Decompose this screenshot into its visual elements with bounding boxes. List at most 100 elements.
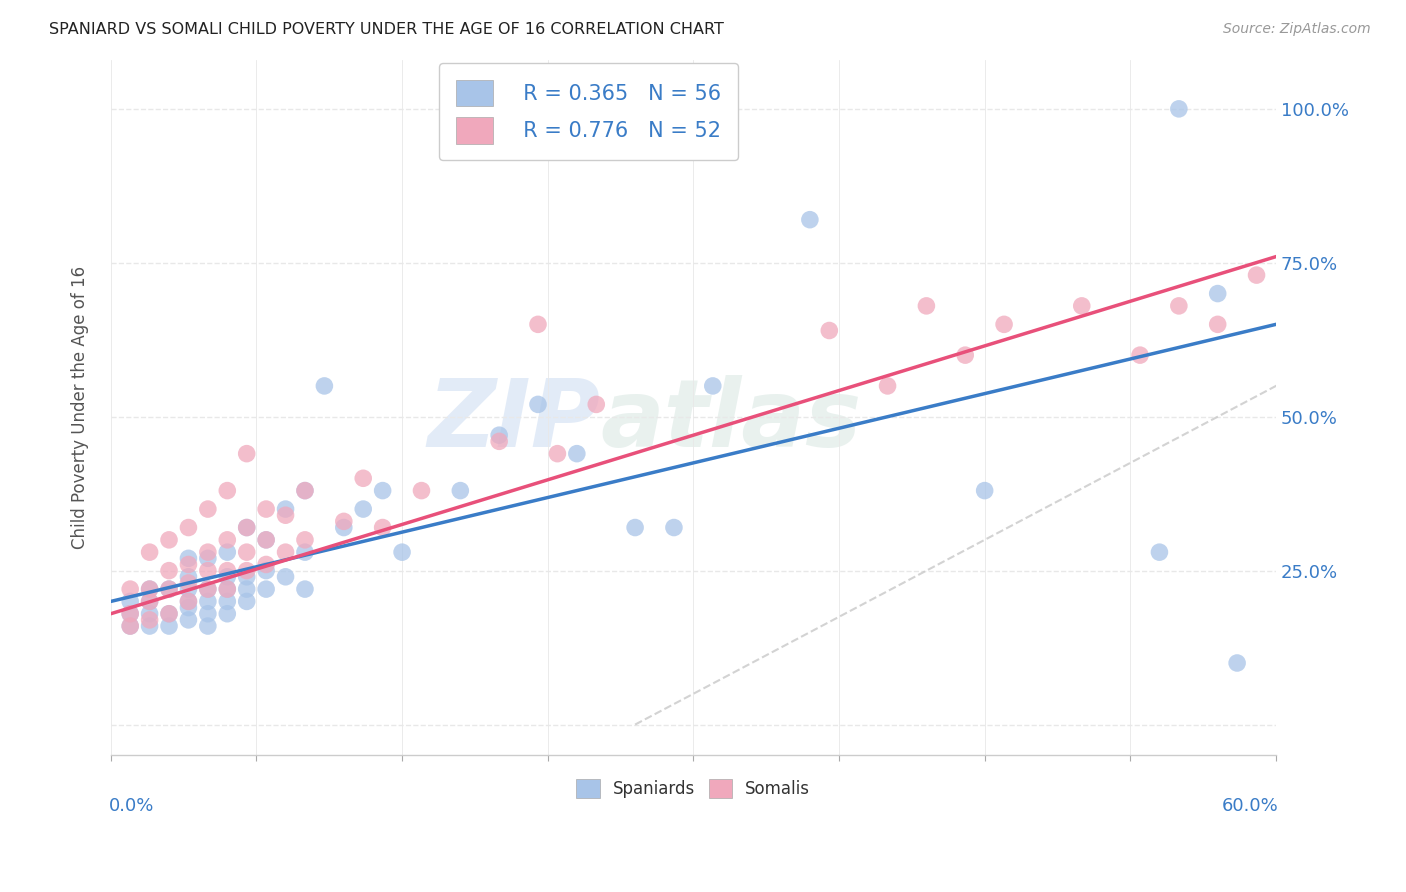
Point	[274, 545, 297, 559]
Point	[915, 299, 938, 313]
Point	[217, 594, 239, 608]
Point	[197, 582, 219, 596]
Point	[197, 607, 219, 621]
Point	[177, 594, 200, 608]
Point	[157, 582, 180, 596]
Point	[527, 397, 550, 411]
Point	[352, 471, 374, 485]
Point	[235, 520, 257, 534]
Point	[488, 428, 510, 442]
Point	[217, 564, 239, 578]
Point	[371, 520, 394, 534]
Point	[662, 520, 685, 534]
Point	[254, 533, 277, 547]
Point	[1167, 299, 1189, 313]
Point	[177, 582, 200, 596]
Text: atlas: atlas	[600, 376, 862, 467]
Point	[217, 582, 239, 596]
Point	[955, 348, 977, 362]
Point	[235, 545, 257, 559]
Point	[973, 483, 995, 498]
Point	[235, 447, 257, 461]
Point	[876, 379, 898, 393]
Point	[254, 558, 277, 572]
Point	[177, 613, 200, 627]
Point	[235, 564, 257, 578]
Point	[197, 545, 219, 559]
Point	[120, 607, 142, 621]
Point	[235, 594, 257, 608]
Point	[120, 619, 142, 633]
Point	[157, 564, 180, 578]
Point	[274, 570, 297, 584]
Point	[235, 582, 257, 596]
Point	[120, 582, 142, 596]
Point	[217, 607, 239, 621]
Point	[565, 447, 588, 461]
Point	[274, 508, 297, 523]
Point	[294, 483, 316, 498]
Point	[177, 594, 200, 608]
Point	[993, 318, 1015, 332]
Point	[157, 533, 180, 547]
Point	[352, 502, 374, 516]
Point	[294, 533, 316, 547]
Point	[138, 582, 160, 596]
Point	[177, 558, 200, 572]
Point	[818, 324, 841, 338]
Point	[197, 619, 219, 633]
Point	[138, 594, 160, 608]
Point	[138, 582, 160, 596]
Point	[1206, 318, 1229, 332]
Point	[120, 594, 142, 608]
Point	[217, 545, 239, 559]
Point	[1206, 286, 1229, 301]
Point	[1246, 268, 1268, 282]
Point	[1149, 545, 1171, 559]
Point	[157, 582, 180, 596]
Point	[177, 551, 200, 566]
Point	[314, 379, 336, 393]
Legend: Spaniards, Somalis: Spaniards, Somalis	[568, 770, 818, 806]
Point	[217, 483, 239, 498]
Point	[449, 483, 471, 498]
Point	[411, 483, 433, 498]
Text: 60.0%: 60.0%	[1222, 797, 1278, 815]
Text: 0.0%: 0.0%	[108, 797, 153, 815]
Point	[254, 502, 277, 516]
Point	[217, 533, 239, 547]
Point	[177, 570, 200, 584]
Point	[157, 607, 180, 621]
Point	[217, 570, 239, 584]
Point	[197, 564, 219, 578]
Point	[294, 545, 316, 559]
Point	[333, 515, 356, 529]
Point	[197, 594, 219, 608]
Point	[1129, 348, 1152, 362]
Text: ZIP: ZIP	[427, 376, 600, 467]
Point	[120, 619, 142, 633]
Point	[235, 520, 257, 534]
Point	[1070, 299, 1092, 313]
Point	[235, 570, 257, 584]
Point	[294, 582, 316, 596]
Point	[333, 520, 356, 534]
Point	[197, 551, 219, 566]
Text: SPANIARD VS SOMALI CHILD POVERTY UNDER THE AGE OF 16 CORRELATION CHART: SPANIARD VS SOMALI CHILD POVERTY UNDER T…	[49, 22, 724, 37]
Point	[624, 520, 647, 534]
Point	[585, 397, 607, 411]
Point	[138, 619, 160, 633]
Point	[120, 607, 142, 621]
Point	[138, 594, 160, 608]
Point	[391, 545, 413, 559]
Point	[197, 582, 219, 596]
Point	[1226, 656, 1249, 670]
Point	[138, 613, 160, 627]
Point	[138, 607, 160, 621]
Y-axis label: Child Poverty Under the Age of 16: Child Poverty Under the Age of 16	[72, 266, 89, 549]
Point	[799, 212, 821, 227]
Point	[217, 582, 239, 596]
Point	[197, 502, 219, 516]
Point	[254, 533, 277, 547]
Point	[702, 379, 724, 393]
